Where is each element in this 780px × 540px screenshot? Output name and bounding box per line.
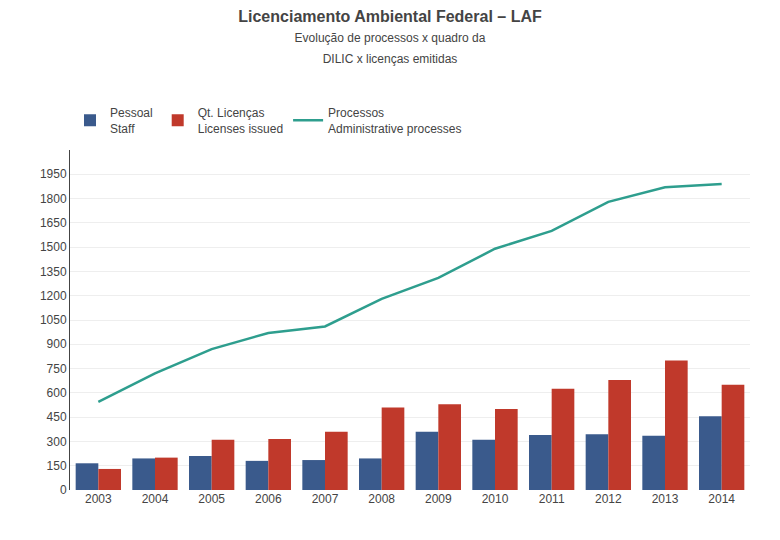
svg-text:600: 600	[47, 386, 67, 400]
svg-text:Licenciamento Ambiental Federa: Licenciamento Ambiental Federal – LAFEvo…	[238, 8, 542, 67]
svg-text:2004: 2004	[142, 492, 169, 506]
svg-text:2014: 2014	[708, 492, 735, 506]
svg-text:450: 450	[47, 410, 67, 424]
svg-text:1800: 1800	[40, 192, 67, 206]
svg-text:1200: 1200	[40, 289, 67, 303]
svg-text:750: 750	[47, 362, 67, 376]
svg-text:2005: 2005	[198, 492, 225, 506]
svg-text:150: 150	[47, 459, 67, 473]
svg-text:2003: 2003	[85, 492, 112, 506]
svg-text:2009: 2009	[425, 492, 452, 506]
svg-text:2007: 2007	[312, 492, 339, 506]
svg-text:2008: 2008	[368, 492, 395, 506]
svg-text:2006: 2006	[255, 492, 282, 506]
svg-text:2011: 2011	[539, 492, 565, 506]
svg-text:1350: 1350	[40, 265, 67, 279]
svg-text:1050: 1050	[40, 313, 67, 327]
svg-text:2010: 2010	[482, 492, 509, 506]
svg-text:0: 0	[60, 483, 67, 497]
svg-text:1650: 1650	[40, 216, 67, 230]
svg-text:1950: 1950	[40, 167, 67, 181]
svg-text:300: 300	[47, 435, 67, 449]
svg-text:1500: 1500	[40, 240, 67, 254]
svg-text:2013: 2013	[652, 492, 679, 506]
svg-text:Qt. LicençasLicenses issued: Qt. LicençasLicenses issued	[198, 106, 283, 136]
svg-text:900: 900	[47, 337, 67, 351]
svg-text:PessoalStaff: PessoalStaff	[110, 106, 153, 136]
svg-text:ProcessosAdministrative proces: ProcessosAdministrative processes	[328, 106, 461, 136]
svg-text:2012: 2012	[595, 492, 622, 506]
